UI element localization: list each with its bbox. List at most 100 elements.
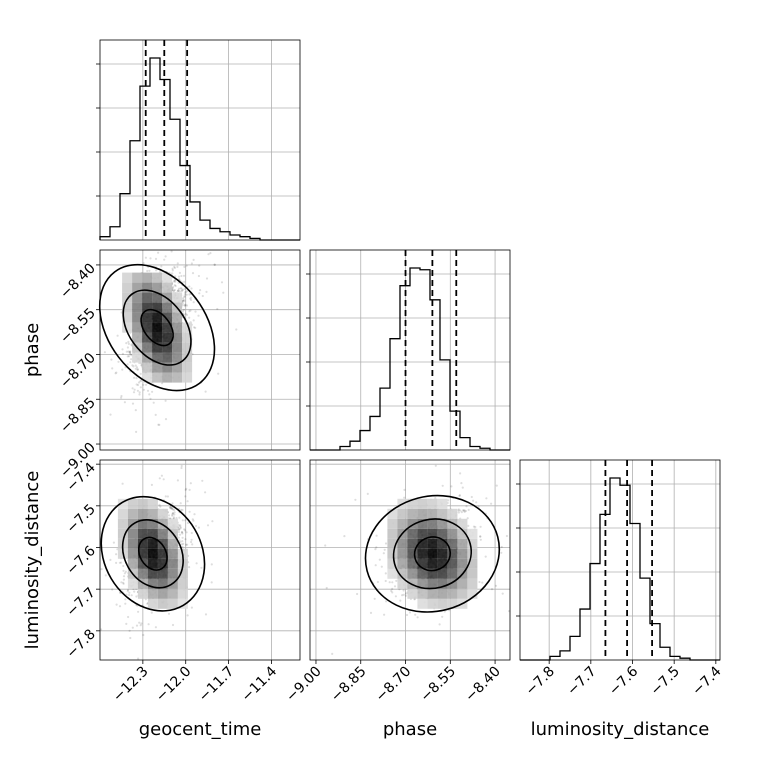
scatter-point bbox=[111, 367, 114, 370]
scatter-point bbox=[171, 267, 174, 270]
density-cell bbox=[147, 518, 158, 529]
scatter-point bbox=[125, 593, 128, 596]
scatter-point bbox=[184, 495, 187, 498]
density-cell bbox=[167, 548, 178, 559]
scatter-point bbox=[384, 572, 387, 575]
x-tick-label-geocent_time: −12.0 bbox=[153, 664, 195, 706]
scatter-point bbox=[126, 346, 129, 349]
density-cell bbox=[172, 292, 183, 303]
y-tick-label-luminosity_distance: −7.8 bbox=[63, 626, 98, 661]
density-cell bbox=[417, 538, 428, 549]
scatter-point bbox=[178, 528, 181, 531]
scatter-point bbox=[369, 611, 373, 615]
scatter-point bbox=[131, 364, 134, 367]
scatter-point bbox=[324, 544, 327, 547]
scatter-point bbox=[150, 483, 153, 486]
scatter-point bbox=[174, 278, 177, 282]
density-cell bbox=[172, 312, 183, 323]
density-cell bbox=[407, 528, 418, 539]
scatter-point bbox=[179, 527, 182, 530]
x-tick-label-phase: −8.70 bbox=[373, 664, 415, 706]
scatter-point bbox=[188, 566, 191, 569]
scatter-point bbox=[182, 298, 185, 301]
scatter-point bbox=[184, 538, 187, 541]
scatter-point bbox=[176, 290, 179, 293]
density-cell bbox=[127, 578, 138, 589]
scatter-point bbox=[111, 588, 114, 591]
contour-level-3 bbox=[364, 494, 501, 613]
scatter-point bbox=[193, 513, 196, 516]
scatter-point bbox=[434, 464, 437, 467]
scatter-point bbox=[164, 399, 167, 402]
density-cell bbox=[437, 518, 448, 529]
density-cell bbox=[152, 362, 163, 373]
scatter-point bbox=[356, 592, 359, 596]
scatter-point bbox=[127, 342, 130, 345]
density-cell bbox=[407, 548, 418, 559]
scatter-point bbox=[222, 291, 225, 294]
scatter-point bbox=[183, 299, 186, 302]
y-tick-label-luminosity_distance: −7.7 bbox=[63, 585, 98, 620]
density-cell bbox=[387, 548, 398, 559]
density-cell bbox=[122, 322, 133, 333]
scatter-point bbox=[485, 497, 488, 500]
scatter-point bbox=[394, 595, 397, 598]
density-cell bbox=[137, 588, 148, 599]
scatter-point bbox=[142, 388, 145, 391]
scatter-point bbox=[184, 488, 187, 491]
scatter-point bbox=[465, 505, 468, 508]
density-cell bbox=[177, 568, 188, 579]
contour-level-2 bbox=[392, 518, 473, 590]
scatter-point bbox=[481, 581, 484, 584]
scatter-point bbox=[188, 316, 191, 319]
scatter-point bbox=[181, 532, 184, 535]
scatter-point bbox=[112, 541, 115, 544]
scatter-point bbox=[162, 478, 165, 481]
scatter-point bbox=[126, 588, 130, 592]
y-tick-label-phase: −8.55 bbox=[57, 305, 99, 347]
density-cell bbox=[427, 508, 438, 519]
scatter-point bbox=[185, 290, 188, 293]
scatter-point bbox=[126, 363, 129, 366]
panel-frame bbox=[99, 249, 301, 451]
scatter-point bbox=[192, 301, 195, 304]
scatter-point bbox=[118, 605, 122, 608]
panel-frame bbox=[99, 459, 301, 661]
scatter-point bbox=[382, 552, 385, 555]
density-cell bbox=[417, 578, 428, 589]
scatter-point bbox=[134, 367, 137, 370]
density-cell bbox=[117, 518, 128, 529]
scatter-point bbox=[373, 597, 376, 600]
scatter-point bbox=[354, 498, 357, 501]
scatter-point bbox=[366, 492, 369, 495]
scatter-point bbox=[151, 390, 154, 393]
scatter-point bbox=[181, 297, 185, 300]
density-cell bbox=[447, 578, 458, 589]
density-cell bbox=[397, 578, 408, 589]
scatter-point bbox=[127, 615, 130, 619]
scatter-point bbox=[177, 530, 180, 534]
contour-level-2 bbox=[121, 519, 184, 589]
density-cell bbox=[127, 548, 138, 559]
scatter-point bbox=[157, 251, 160, 254]
scatter-point bbox=[183, 293, 187, 296]
scatter-point bbox=[463, 509, 466, 512]
scatter-point bbox=[461, 486, 464, 489]
density-cell bbox=[437, 578, 448, 589]
x-tick-label-geocent_time: −11.4 bbox=[239, 663, 281, 705]
density-cell bbox=[172, 362, 183, 373]
scatter-point bbox=[374, 564, 377, 567]
density-cell bbox=[137, 498, 148, 509]
scatter-point bbox=[434, 497, 437, 500]
density-cell bbox=[117, 528, 128, 539]
scatter-point bbox=[402, 589, 405, 592]
scatter-point bbox=[220, 281, 224, 284]
scatter-point bbox=[383, 548, 386, 551]
scatter-point bbox=[177, 275, 181, 278]
scatter-point bbox=[130, 594, 133, 597]
density-cell bbox=[417, 558, 428, 569]
scatter-point bbox=[459, 509, 462, 512]
x-tick-label-luminosity_distance: −7.7 bbox=[564, 664, 599, 699]
scatter-point bbox=[181, 545, 184, 548]
scatter-point bbox=[120, 394, 123, 398]
